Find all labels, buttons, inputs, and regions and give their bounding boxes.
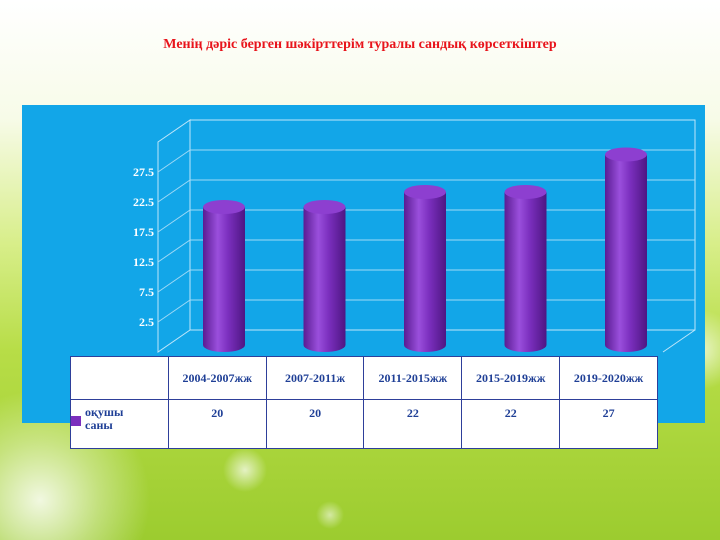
legend-entry: оқушы саны [70, 399, 169, 449]
legend-label: оқушы саны [85, 405, 124, 432]
bar-top [303, 200, 346, 214]
gridline [157, 149, 191, 173]
table-value-cell: 22 [363, 399, 463, 449]
y-tick-label: 12.5 [133, 255, 154, 269]
page-title: Менің дәріс берген шәкірттерім туралы са… [163, 37, 557, 52]
bar-top [404, 185, 446, 199]
bar [203, 207, 245, 352]
category-header: 2011-2015жж [363, 356, 463, 400]
gridline [157, 269, 191, 293]
table-value-cell: 20 [265, 399, 365, 449]
category-header: 2019-2020жж [559, 356, 658, 400]
table-value-cell: 20 [167, 399, 267, 449]
chart-side-wall [157, 119, 191, 353]
y-tick-label: 22.5 [133, 195, 154, 209]
bar [303, 207, 346, 353]
gridline [157, 209, 191, 233]
table-header-row: 2004-2007жж 2007-2011ж 2011-2015жж 2015-… [70, 356, 658, 400]
gridline [157, 239, 191, 263]
table-value-cell: 27 [559, 399, 658, 449]
table-value-cell: 22 [461, 399, 561, 449]
bar-top [504, 185, 547, 199]
bar [605, 154, 647, 352]
bar-top [605, 147, 647, 162]
y-tick-label: 17.5 [133, 225, 154, 239]
data-table: 2004-2007жж 2007-2011ж 2011-2015жж 2015-… [70, 356, 658, 449]
category-header: 2007-2011ж [265, 356, 365, 400]
chart-floor-edge [662, 329, 696, 353]
category-header: 2004-2007жж [167, 356, 267, 400]
y-tick-label: 7.5 [139, 285, 154, 299]
y-tick-label: 2.5 [139, 315, 154, 329]
legend-swatch [71, 416, 81, 426]
bar [504, 192, 547, 353]
bar-top [203, 200, 245, 214]
table-row: оқушы саны 20 20 22 22 27 [70, 399, 658, 449]
gridline [157, 179, 191, 203]
table-corner-cell [70, 356, 169, 400]
category-header: 2015-2019жж [461, 356, 561, 400]
gridline [157, 299, 191, 323]
bar [404, 192, 446, 352]
y-tick-label: 27.5 [133, 165, 154, 179]
